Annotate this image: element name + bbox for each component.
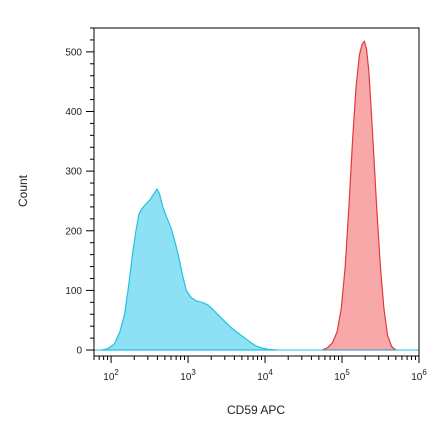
series-layer	[94, 40, 419, 351]
y-tick-label: 100	[65, 286, 82, 297]
x-tick-label: 104	[257, 368, 273, 383]
histogram-series-2	[321, 40, 397, 351]
y-tick-label: 400	[65, 107, 82, 118]
x-tick-label: 106	[411, 368, 427, 383]
x-axis: 102 103 104 105 106	[93, 356, 427, 383]
y-axis: 0 100 200 300 400 500	[65, 27, 94, 357]
y-axis-title: Count	[16, 174, 30, 207]
y-tick-label: 300	[65, 167, 82, 178]
plot-area-frame	[93, 27, 420, 357]
x-tick-label: 103	[180, 368, 196, 383]
x-axis-title: CD59 APC	[227, 403, 285, 417]
histogram-series-1	[100, 188, 277, 351]
y-tick-label: 0	[76, 346, 82, 357]
y-tick-label: 200	[65, 226, 82, 237]
x-tick-label: 105	[334, 368, 350, 383]
y-tick-label: 500	[65, 47, 82, 58]
x-tick-label: 102	[103, 368, 119, 383]
